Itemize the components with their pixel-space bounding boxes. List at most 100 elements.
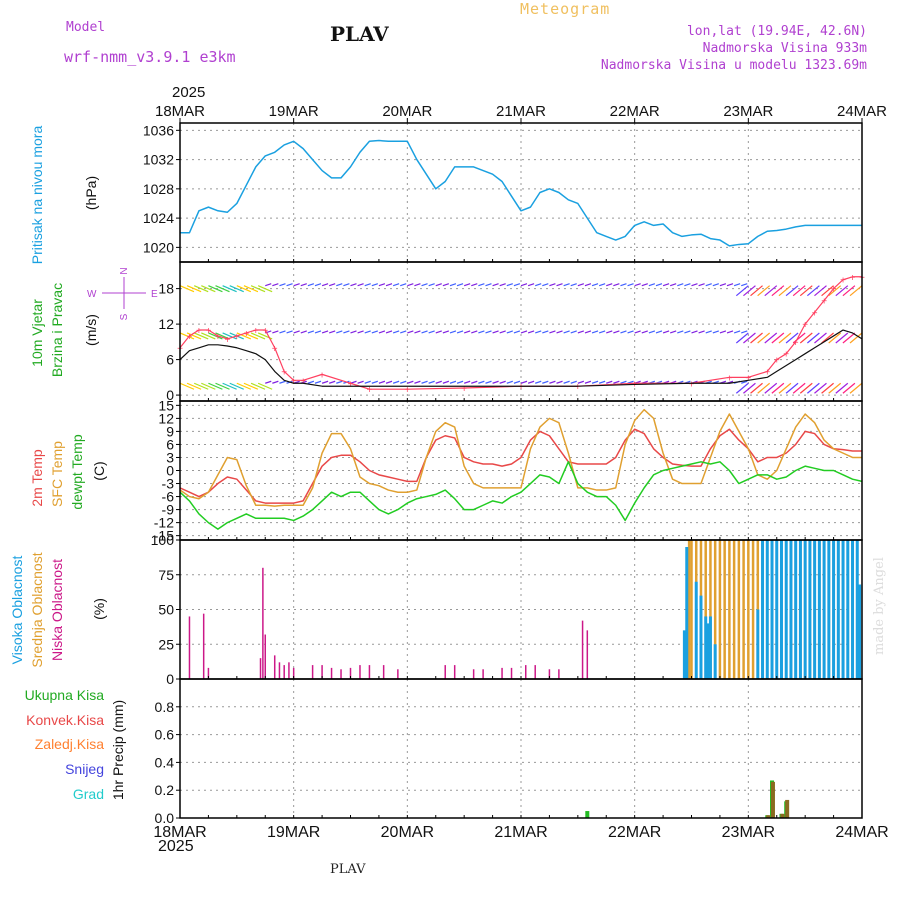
wind-barb	[392, 283, 400, 287]
gust-marker: +	[840, 276, 846, 287]
wind-barb	[215, 332, 230, 340]
year-top: 2025	[172, 84, 206, 101]
compass-w: W	[87, 289, 97, 300]
wind-barb	[655, 330, 663, 334]
wind-tick-label: 6	[166, 352, 174, 368]
wind-barb	[300, 330, 307, 334]
wind-barb	[712, 283, 720, 287]
precip-unit: 1hr Precip (mm)	[110, 700, 126, 800]
temp-tick-label: 3	[166, 449, 174, 465]
wind-barb	[743, 382, 756, 394]
wind-barb	[428, 380, 435, 384]
wind-barb	[400, 283, 407, 287]
wind-barb	[343, 330, 350, 334]
wind-barb	[771, 382, 785, 394]
temp-tick-label: -15	[154, 528, 174, 544]
wind-barb	[606, 330, 613, 334]
precip-tick-label: 0.0	[155, 810, 175, 826]
wind-barb	[785, 285, 799, 297]
wind-barb	[371, 330, 379, 334]
wind-barb	[478, 283, 485, 287]
wind-barb	[542, 330, 549, 334]
gust-line	[179, 276, 862, 390]
temp-tick-label: 9	[166, 423, 174, 439]
wind-barb	[750, 285, 763, 297]
compass-rose-icon: N S W E	[87, 267, 158, 320]
wind-barb	[513, 330, 521, 334]
wind-barb	[392, 380, 400, 384]
wind-barb	[400, 380, 407, 384]
wind-barb	[792, 382, 806, 394]
precip-total-label: Ukupna Kisa	[25, 687, 105, 703]
elevation-label: Nadmorska Visina 933m	[702, 41, 867, 56]
wind-barb	[428, 330, 435, 334]
time-label-top: 19MAR	[269, 103, 319, 120]
wind-barb	[499, 380, 506, 384]
wind-barb	[385, 330, 393, 334]
temp-tick-label: 15	[158, 397, 174, 413]
wind-barb	[478, 330, 485, 334]
wind-barb	[698, 283, 705, 287]
wind-barb	[201, 382, 216, 390]
gust-marker: +	[187, 332, 193, 343]
wind-barb	[506, 283, 513, 287]
wind-barb	[591, 380, 599, 384]
compass-s: S	[119, 313, 130, 320]
wind-barb	[577, 380, 585, 384]
wind-barb	[563, 330, 570, 334]
wind-barb	[620, 283, 627, 287]
wind-barb	[378, 330, 386, 334]
wind-barb	[828, 285, 842, 297]
wind-barb	[279, 283, 286, 287]
precip-frz-label: Zaledj.Kisa	[35, 736, 104, 752]
wind-barb	[828, 382, 842, 394]
gust-marker: +	[461, 384, 467, 395]
wind-barb	[250, 332, 266, 340]
wind-barb	[641, 283, 648, 287]
year-bottom: 2025	[158, 838, 194, 855]
wind-barb	[492, 380, 499, 384]
axes-layer: 18MAR 18MAR 19MAR 19MAR 20MAR 20MAR 21MAR 21MAR…	[143, 103, 889, 841]
wind-barb	[371, 283, 379, 287]
time-label-top: 18MAR	[155, 103, 205, 120]
wind-barb	[485, 283, 492, 287]
compass-n: N	[119, 267, 130, 274]
wind-barb	[842, 382, 856, 394]
pressure-tick-label: 1028	[143, 181, 174, 197]
wind-barb	[634, 283, 641, 287]
gust-marker: +	[243, 329, 249, 340]
wind-barb	[570, 283, 577, 287]
precip-bar	[766, 815, 771, 818]
wind-barb	[563, 283, 570, 287]
footer-station: PLAV	[330, 862, 366, 877]
time-label-bottom: 23MAR	[722, 824, 775, 841]
precip-tick-label: 0.2	[155, 782, 175, 798]
gust-marker: +	[291, 376, 297, 387]
gust-marker: +	[821, 296, 827, 307]
wind-barb	[741, 380, 748, 384]
gust-marker: +	[575, 382, 581, 393]
wind-barb	[641, 330, 648, 334]
wind-barb	[771, 332, 785, 344]
wind-barb	[421, 380, 428, 384]
wind-barb	[186, 285, 202, 293]
wind-tick-label: 18	[158, 281, 174, 297]
wind-barb	[771, 285, 785, 297]
temp-tick-label: -6	[162, 489, 175, 505]
gust-marker: +	[319, 370, 325, 381]
time-label-bottom: 19MAR	[267, 824, 320, 841]
wind-barb	[799, 285, 813, 297]
wind-barb	[613, 330, 620, 334]
wind-barb	[364, 380, 371, 384]
cloud-tick-label: 75	[158, 567, 174, 583]
wind-barb	[236, 382, 252, 390]
wind-barb	[428, 283, 435, 287]
temp-tick-label: 12	[158, 410, 174, 426]
wind-barb	[414, 283, 421, 287]
wind-barb	[435, 283, 442, 287]
wind-barb	[785, 332, 799, 344]
wind-barb	[620, 380, 627, 384]
wind-barb	[193, 382, 209, 390]
wind-barb	[591, 283, 599, 287]
wind-barb	[414, 380, 421, 384]
